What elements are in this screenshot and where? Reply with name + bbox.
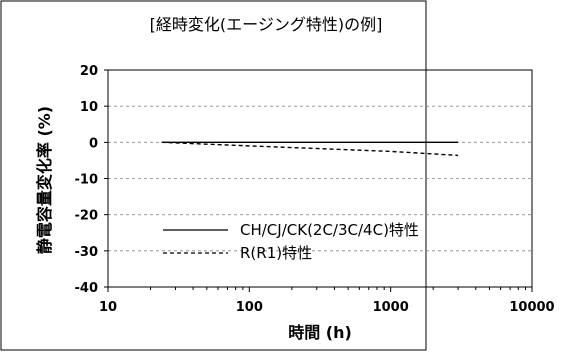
y-tick-label: 0 <box>89 136 98 151</box>
x-tick-label: 100 <box>236 300 263 315</box>
chart-title: [経時変化(エージング特性)の例] <box>150 15 383 34</box>
y-tick-label: -40 <box>75 281 99 296</box>
y-axis-ticks: 20 10 0 -10 -20 -30 -40 <box>75 64 108 296</box>
series-line-1 <box>161 141 459 157</box>
y-tick-label: 20 <box>80 64 98 79</box>
legend: CH/CJ/CK(2C/3C/4C)特性 R(R1)特性 <box>163 221 419 262</box>
y-tick-label: -20 <box>75 209 99 224</box>
x-tick-label: 10000 <box>509 300 554 315</box>
y-tick-label: -10 <box>75 173 99 188</box>
y-tick-label: -30 <box>75 245 99 260</box>
x-tick-label: 1000 <box>373 300 409 315</box>
series-lines <box>161 141 459 157</box>
x-axis-label: 時間 (h) <box>288 323 352 342</box>
x-axis-ticks: 10 100 1000 10000 <box>99 287 555 315</box>
x-tick-label: 10 <box>99 300 117 315</box>
y-axis-label: 静電容量変化率 (%) <box>35 106 54 254</box>
figure-border <box>0 0 427 351</box>
y-tick-label: 10 <box>80 100 98 115</box>
legend-label-series-1: R(R1)特性 <box>240 244 312 262</box>
legend-label-series-0: CH/CJ/CK(2C/3C/4C)特性 <box>240 221 419 239</box>
